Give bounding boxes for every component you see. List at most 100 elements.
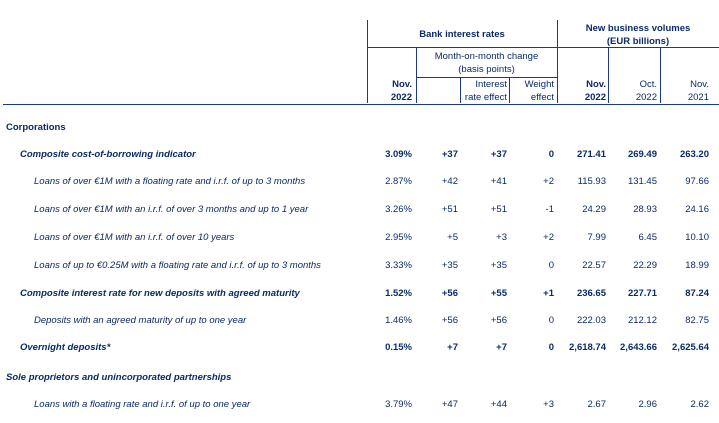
cell-vol-nov2022: 24.29 <box>582 204 606 215</box>
cell-rate: 2.87% <box>385 176 412 187</box>
table-row: Composite cost-of-borrowing indicator 3.… <box>0 148 719 162</box>
col-header-nov2022-rate-year: 2022 <box>390 92 412 103</box>
cell-vol-oct2022: 28.93 <box>633 204 657 215</box>
table-row: Overnight deposits* 0.15% +7 +7 0 2,618.… <box>0 341 719 355</box>
cell-weight-effect: +2 <box>543 176 554 187</box>
row-label: Sole proprietors and unincorporated part… <box>6 372 232 383</box>
table-row: Loans of over €1M with an i.r.f. of over… <box>0 231 719 245</box>
table-row: Loans of up to €0.25M with a floating ra… <box>0 259 719 273</box>
cell-rate: 3.26% <box>385 204 412 215</box>
col-header-weight-effect: Weight <box>524 79 554 90</box>
cell-vol-nov2022: 2,618.74 <box>569 342 606 353</box>
cell-vol-oct2022: 269.49 <box>627 149 657 160</box>
row-label: Loans of over €1M with an i.r.f. of over… <box>34 204 309 215</box>
cell-vol-nov2022: 2.67 <box>587 399 607 410</box>
cell-vol-oct2022: 2,643.66 <box>620 342 657 353</box>
cell-vol-nov2021: 2,625.64 <box>672 342 709 353</box>
cell-rate: 0.15% <box>385 342 412 353</box>
header-new-business-volumes: New business volumes <box>585 23 691 34</box>
cell-interest-effect: +37 <box>490 149 507 160</box>
row-label: Overnight deposits* <box>20 342 111 353</box>
cell-rate: 2.95% <box>385 232 412 243</box>
cell-vol-nov2022: 271.41 <box>576 149 606 160</box>
cell-weight-effect: +1 <box>543 288 554 299</box>
cell-vol-nov2021: 18.99 <box>685 260 709 271</box>
col-header-nov2022-vol-year: 2022 <box>584 92 606 103</box>
cell-vol-nov2021: 2.62 <box>690 399 710 410</box>
cell-mom: +35 <box>441 260 458 271</box>
cell-vol-oct2022: 2.96 <box>638 399 658 410</box>
cell-mom: +42 <box>441 176 458 187</box>
row-label: Composite interest rate for new deposits… <box>20 288 300 299</box>
header-new-business-volumes-unit: (EUR billions) <box>606 36 670 47</box>
divider <box>416 77 557 78</box>
cell-interest-effect: +44 <box>490 399 507 410</box>
col-header-nov2022-rate: Nov. <box>392 79 412 90</box>
cell-vol-nov2021: 82.75 <box>685 315 709 326</box>
cell-vol-oct2022: 22.29 <box>633 260 657 271</box>
divider <box>660 47 661 103</box>
cell-interest-effect: +56 <box>490 315 507 326</box>
divider <box>416 47 417 103</box>
header-bank-interest-rates: Bank interest rates <box>419 29 505 40</box>
cell-weight-effect: 0 <box>548 260 554 271</box>
col-header-oct2022: Oct. <box>639 79 657 90</box>
cell-interest-effect: +3 <box>496 232 507 243</box>
header-mom-change-unit: (basis points) <box>458 64 515 75</box>
col-header-nov2021-year: 2021 <box>687 92 709 103</box>
cell-mom: +7 <box>447 342 458 353</box>
row-label: Loans of over €1M with a floating rate a… <box>34 176 306 187</box>
cell-vol-nov2022: 222.03 <box>576 315 606 326</box>
cell-vol-nov2021: 24.16 <box>685 204 709 215</box>
cell-rate: 3.33% <box>385 260 412 271</box>
cell-vol-oct2022: 6.45 <box>638 232 658 243</box>
table-row: Composite interest rate for new deposits… <box>0 287 719 301</box>
cell-mom: +56 <box>441 315 458 326</box>
cell-rate: 1.46% <box>385 315 412 326</box>
header-mom-change: Month-on-month change <box>434 51 539 62</box>
cell-vol-nov2021: 263.20 <box>679 149 709 160</box>
cell-weight-effect: +2 <box>543 232 554 243</box>
cell-interest-effect: +55 <box>490 288 507 299</box>
col-header-oct2022-year: 2022 <box>635 92 657 103</box>
cell-vol-nov2022: 7.99 <box>587 232 607 243</box>
table-row: Deposits with an agreed maturity of up t… <box>0 314 719 328</box>
col-header-nov2021: Nov. <box>690 79 709 90</box>
cell-vol-nov2022: 115.93 <box>577 176 606 187</box>
col-header-interest-effect: Interest <box>475 79 507 90</box>
divider <box>557 20 558 103</box>
divider <box>509 77 510 103</box>
cell-mom: +47 <box>441 399 458 410</box>
cell-mom: +37 <box>441 149 458 160</box>
cell-vol-nov2022: 22.57 <box>582 260 606 271</box>
cell-rate: 3.79% <box>385 399 412 410</box>
cell-mom: +5 <box>447 232 458 243</box>
cell-vol-nov2021: 87.24 <box>685 288 709 299</box>
col-header-interest-effect-2: rate effect <box>464 92 507 103</box>
cell-vol-oct2022: 227.71 <box>627 288 657 299</box>
cell-interest-effect: +7 <box>496 342 507 353</box>
cell-weight-effect: +3 <box>543 399 554 410</box>
cell-mom: +51 <box>441 204 458 215</box>
cell-vol-nov2022: 236.65 <box>576 288 606 299</box>
row-label: Deposits with an agreed maturity of up t… <box>34 315 247 326</box>
row-label: Loans of up to €0.25M with a floating ra… <box>34 260 321 271</box>
divider <box>460 77 461 103</box>
cell-rate: 1.52% <box>385 288 412 299</box>
col-header-nov2022-vol: Nov. <box>586 79 606 90</box>
divider <box>608 47 609 103</box>
section-row-corporations: Corporations <box>0 121 719 135</box>
cell-rate: 3.09% <box>385 149 412 160</box>
row-label: Loans of over €1M with an i.r.f. of over… <box>34 232 235 243</box>
col-header-weight-effect-2: effect <box>530 92 554 103</box>
cell-vol-oct2022: 131.45 <box>627 176 657 187</box>
table-row: Loans of over €1M with a floating rate a… <box>0 175 719 189</box>
cell-weight-effect: 0 <box>548 315 554 326</box>
cell-vol-nov2021: 97.66 <box>685 176 709 187</box>
divider <box>3 104 719 105</box>
cell-weight-effect: 0 <box>548 342 554 353</box>
cell-vol-oct2022: 212.12 <box>627 315 657 326</box>
row-label: Corporations <box>6 122 66 133</box>
divider <box>367 47 719 48</box>
